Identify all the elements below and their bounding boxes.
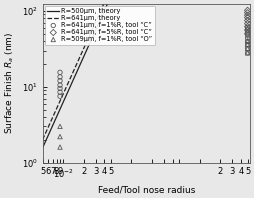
R=641μm, theory xyxy=(42,137,45,139)
R=500μm, theory xyxy=(42,145,45,148)
R=509μm, f=1%R, tool “O” xyxy=(58,146,62,149)
R=500μm, theory xyxy=(41,147,44,149)
R=509μm, f=1%R, tool “O” xyxy=(58,125,62,128)
R=641μm, f=1%R, tool “C” xyxy=(58,87,62,90)
R=641μm, f=1%R, tool “C” xyxy=(58,75,62,78)
R=641μm, f=1%R, tool “C” xyxy=(246,51,250,54)
R=641μm, f=1%R, tool “C” xyxy=(58,90,62,94)
R=641μm, f=1%R, tool “C” xyxy=(246,47,250,50)
R=509μm, f=1%R, tool “O” xyxy=(246,43,250,46)
R=641μm, f=1%R, tool “C” xyxy=(246,43,250,46)
X-axis label: Feed/Tool nose radius: Feed/Tool nose radius xyxy=(98,185,195,194)
R=509μm, f=1%R, tool “O” xyxy=(246,40,250,43)
Legend: R=500μm, theory, R=641μm, theory, R=641μm, f=1%R, tool “C”, R=641μm, f=5%R, tool: R=500μm, theory, R=641μm, theory, R=641μ… xyxy=(45,6,155,45)
R=641μm, f=1%R, tool “C” xyxy=(246,36,250,40)
R=509μm, f=1%R, tool “O” xyxy=(246,47,250,50)
R=641μm, f=1%R, tool “C” xyxy=(58,71,62,74)
R=641μm, f=5%R, tool “C” xyxy=(246,19,250,22)
R=509μm, f=1%R, tool “O” xyxy=(58,135,62,138)
R=641μm, f=5%R, tool “C” xyxy=(246,32,250,35)
R=641μm, f=1%R, tool “C” xyxy=(246,26,250,29)
R=641μm, f=5%R, tool “C” xyxy=(246,14,250,17)
R=509μm, f=1%R, tool “O” xyxy=(246,51,250,54)
R=641μm, f=1%R, tool “C” xyxy=(246,33,250,37)
R=641μm, f=1%R, tool “C” xyxy=(58,84,62,87)
R=641μm, f=1%R, tool “C” xyxy=(58,95,62,98)
R=641μm, f=1%R, tool “C” xyxy=(246,29,250,32)
R=641μm, f=5%R, tool “C” xyxy=(246,9,250,12)
R=641μm, f=5%R, tool “C” xyxy=(246,29,250,32)
R=641μm, f=5%R, tool “C” xyxy=(246,25,250,28)
Line: R=641μm, theory: R=641μm, theory xyxy=(43,0,250,140)
R=641μm, f=5%R, tool “C” xyxy=(246,16,250,19)
Line: R=500μm, theory: R=500μm, theory xyxy=(43,0,250,148)
R=641μm, theory xyxy=(41,139,44,141)
R=641μm, f=1%R, tool “C” xyxy=(246,40,250,43)
Y-axis label: Surface Finish $R_a$ (nm): Surface Finish $R_a$ (nm) xyxy=(4,32,16,134)
R=641μm, f=5%R, tool “C” xyxy=(246,11,250,14)
R=641μm, f=1%R, tool “C” xyxy=(58,79,62,82)
R=641μm, f=5%R, tool “C” xyxy=(246,22,250,25)
R=641μm, f=1%R, tool “C” xyxy=(246,31,250,34)
